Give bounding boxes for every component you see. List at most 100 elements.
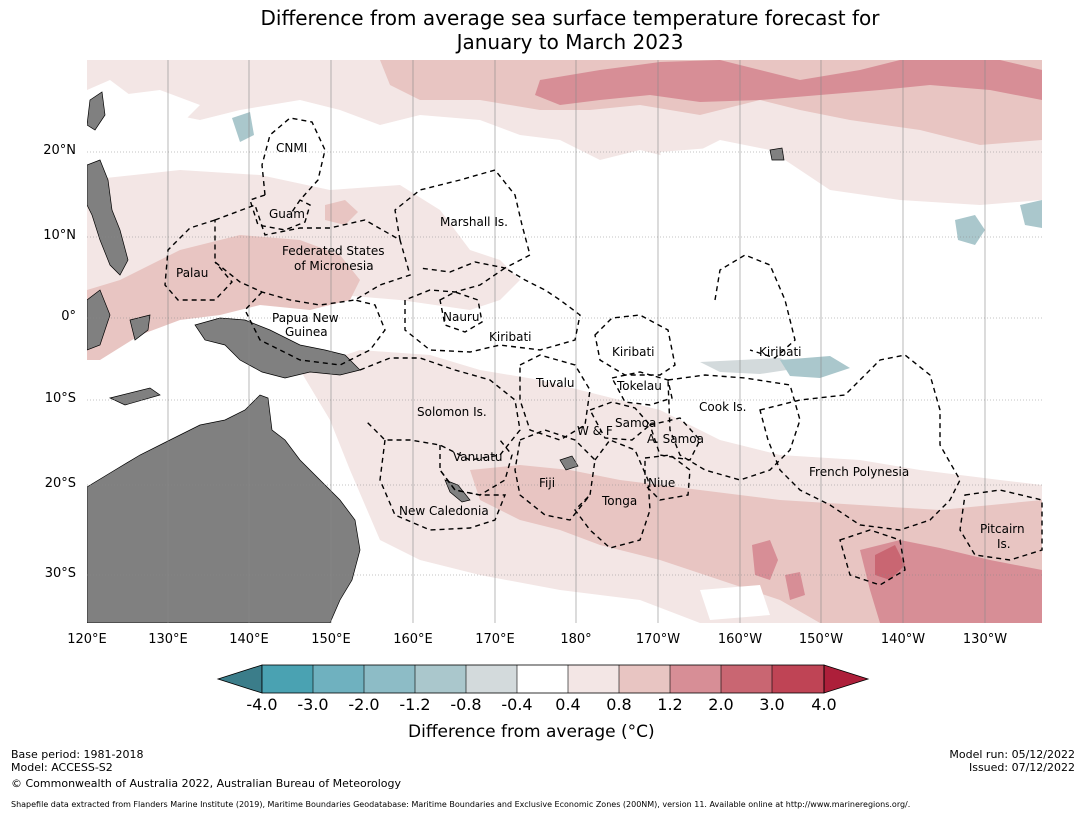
label-tokelau: Tokelau	[617, 379, 662, 393]
lon-label-150w: 150°W	[798, 632, 844, 647]
label-solomon: Solomon Is.	[417, 405, 487, 419]
colorbar-bin-2	[313, 665, 364, 693]
label-png-2: Guinea	[285, 325, 328, 339]
label-fsm-1: Federated States	[282, 244, 385, 258]
chart-title: Difference from average sea surface temp…	[0, 6, 1085, 54]
anomaly-neg-northeast	[955, 215, 985, 245]
lon-label-120e: 120°E	[67, 632, 107, 647]
anomaly-12-20-south-east	[860, 540, 1042, 623]
eez-tonga	[574, 439, 651, 549]
eez-solomon	[359, 357, 521, 461]
lat-label-10s: 10°S	[44, 391, 76, 406]
label-tonga: Tonga	[602, 494, 638, 508]
philippines-landmass	[87, 159, 129, 276]
anomaly-08-12-patch	[325, 200, 358, 225]
footer-issued: Issued: 07/12/2022	[968, 761, 1075, 774]
lat-label-30s: 30°S	[44, 566, 76, 581]
eez-png	[244, 291, 386, 366]
eez-fsm	[214, 204, 411, 306]
colorbar-tick: 3.0	[759, 695, 785, 714]
label-cnmi: CNMI	[276, 141, 308, 155]
eez-boundaries	[164, 117, 1043, 586]
footer-copyright: © Commonwealth of Australia 2022, Austra…	[11, 777, 401, 790]
anomaly-12-20-north	[535, 60, 1042, 105]
label-pitcairn-2: Is.	[997, 537, 1011, 551]
eez-marshall	[394, 169, 531, 273]
taiwan-landmass	[87, 91, 106, 131]
label-marshall: Marshall Is.	[440, 215, 508, 229]
colorbar-bin-7	[568, 665, 619, 693]
colorbar-tick: -2.0	[348, 695, 380, 714]
footer-base-period: Base period: 1981-2018	[11, 748, 144, 761]
borneo-landmass	[87, 289, 111, 351]
colorbar-extend-high	[823, 664, 870, 694]
anomaly-neg-northeast2	[1020, 200, 1042, 228]
footer-shapefile-credit: Shapefile data extracted from Flanders M…	[11, 800, 911, 809]
label-fiji: Fiji	[539, 476, 556, 490]
eez-newcal	[379, 439, 507, 531]
lon-label-140w: 140°W	[880, 632, 926, 647]
colorbar-tick: 4.0	[811, 695, 837, 714]
label-wf: W & F	[577, 424, 613, 438]
label-nauru: Nauru	[443, 310, 480, 324]
gridlines	[87, 60, 1042, 623]
colorbar-tick: -3.0	[297, 695, 329, 714]
colorbar-tick: -4.0	[246, 695, 278, 714]
label-kiribati-w: Kiribati	[489, 330, 532, 344]
eez-asamoa	[649, 417, 701, 461]
label-tuvalu: Tuvalu	[536, 376, 575, 390]
lat-label-10n: 10°N	[43, 228, 76, 243]
australia-landmass	[87, 394, 361, 623]
colorbar	[216, 664, 870, 694]
lon-label-170w: 170°W	[635, 632, 681, 647]
colorbar-bin-3	[364, 665, 415, 693]
eez-fiji	[514, 429, 596, 521]
eez-kermadec	[839, 529, 906, 586]
anomaly-20-30-patch	[875, 545, 905, 580]
anomaly-neg-east-equator	[700, 358, 800, 374]
label-guam: Guam	[269, 207, 305, 221]
lon-label-180: 180°	[560, 632, 592, 647]
colorbar-outline	[261, 664, 825, 694]
colorbar-bin-8	[619, 665, 670, 693]
label-png-1: Papua New	[272, 311, 339, 325]
anomaly-12-20-south-mid2	[785, 572, 805, 600]
anomaly-12-20-south-mid	[752, 540, 778, 580]
footer-model: Model: ACCESS-S2	[11, 761, 113, 774]
eez-niue	[644, 454, 691, 501]
title-line-1: Difference from average sea surface temp…	[260, 6, 880, 30]
label-frenchpoly: French Polynesia	[809, 465, 910, 479]
eez-palau	[164, 219, 233, 301]
colorbar-extend-low	[216, 664, 263, 694]
lat-label-20s: 20°S	[44, 476, 76, 491]
near-normal-gap-north	[120, 90, 200, 125]
lon-label-170e: 170°E	[475, 632, 515, 647]
label-kiribati-c: Kiribati	[612, 345, 655, 359]
eez-tokelau	[610, 371, 673, 406]
colorbar-bin-1	[262, 665, 313, 693]
colorbar-separators	[312, 665, 773, 693]
colorbar-bin-6	[517, 665, 568, 693]
anomaly-neg-northwest	[232, 112, 254, 142]
colorbar-tick: 0.4	[555, 695, 581, 714]
label-fsm-2: of Micronesia	[294, 259, 374, 273]
new-caledonia-landmass	[444, 479, 471, 503]
label-samoa: Samoa	[615, 416, 657, 430]
eez-samoa	[589, 401, 652, 441]
eez-kiribati-w	[404, 267, 581, 353]
anomaly-neg-east	[780, 356, 850, 378]
eez-frenchpoly	[759, 354, 961, 531]
footer-model-run: Model run: 05/12/2022	[949, 748, 1075, 761]
colorbar-bin-10	[721, 665, 772, 693]
title-line-2: January to March 2023	[456, 30, 684, 54]
colorbar-tick: 1.2	[657, 695, 683, 714]
label-niue: Niue	[648, 476, 676, 490]
colorbar-bin-9	[670, 665, 721, 693]
map-area	[87, 60, 1042, 623]
label-cook: Cook Is.	[699, 400, 747, 414]
lon-label-160w: 160°W	[717, 632, 763, 647]
fiji-landmass	[559, 455, 579, 471]
sulawesi-landmass	[129, 314, 151, 341]
eez-nauru	[439, 291, 483, 333]
colorbar-bin-4	[415, 665, 466, 693]
